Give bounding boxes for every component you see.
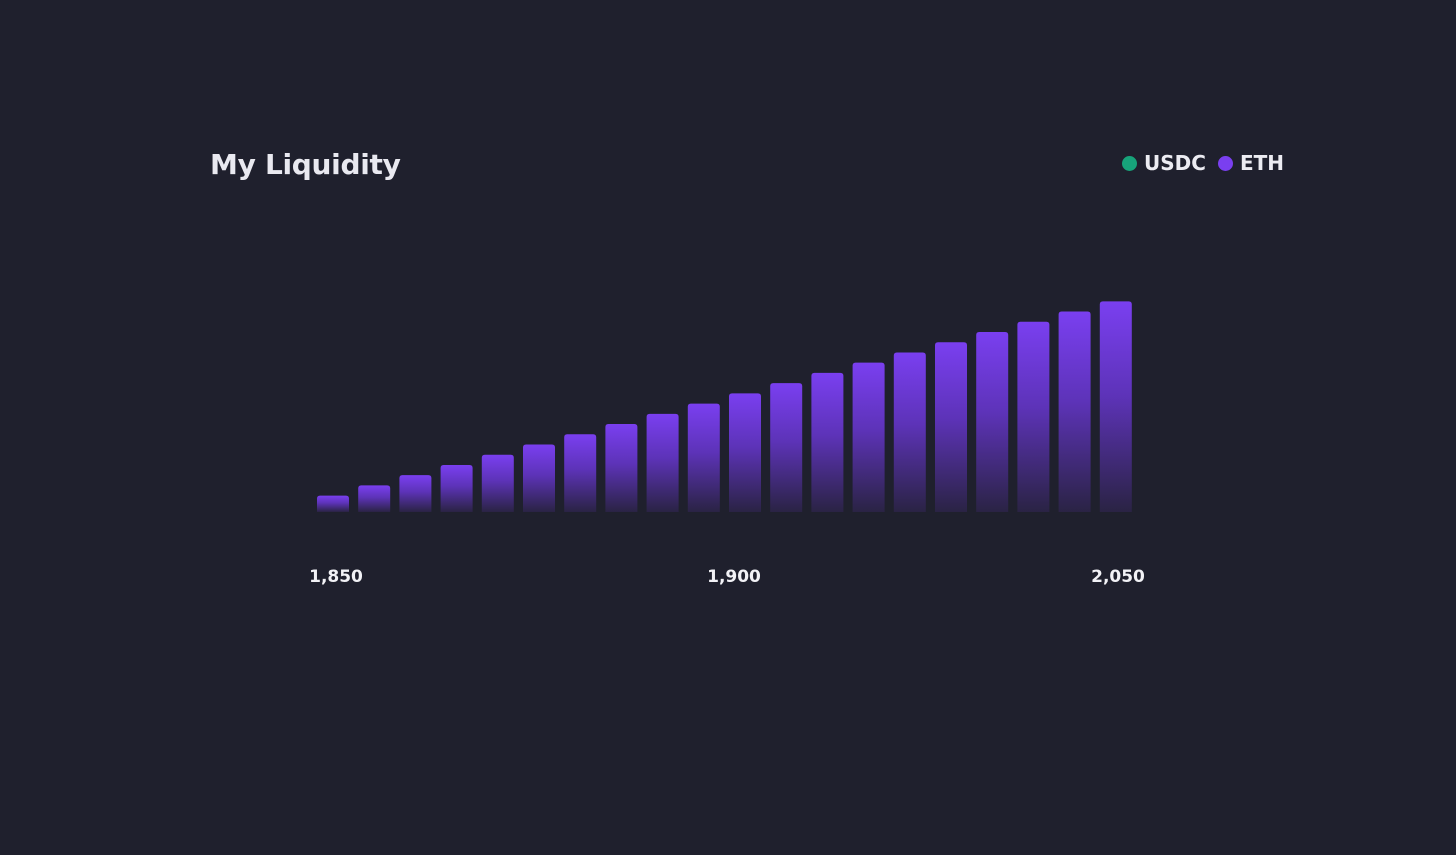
x-tick-label: 1,900: [707, 567, 761, 587]
eth-bar[interactable]: [358, 485, 391, 512]
usdc-dot-icon: [1122, 155, 1138, 171]
eth-bar[interactable]: [605, 424, 638, 512]
eth-bar[interactable]: [976, 332, 1009, 512]
eth-bar[interactable]: [935, 342, 967, 512]
x-axis-ticks: 1,850 1,900 2,050: [309, 567, 1145, 587]
eth-bar[interactable]: [564, 434, 597, 512]
chart-title: My Liquidity: [210, 148, 401, 181]
x-tick-label: 2,050: [1091, 567, 1145, 587]
legend-label-usdc: USDC: [1144, 151, 1206, 175]
eth-bar[interactable]: [770, 383, 803, 512]
eth-bar[interactable]: [811, 372, 844, 512]
eth-bar[interactable]: [440, 464, 473, 512]
eth-bar[interactable]: [646, 413, 679, 512]
eth-bar[interactable]: [1017, 321, 1050, 512]
eth-bar[interactable]: [893, 352, 926, 512]
eth-dot-icon: [1217, 155, 1233, 171]
x-tick-label: 1,850: [309, 567, 363, 587]
eth-bar[interactable]: [523, 444, 555, 513]
eth-bar[interactable]: [481, 454, 514, 512]
eth-bar[interactable]: [317, 495, 349, 512]
eth-bar[interactable]: [1099, 301, 1132, 512]
legend-item-eth[interactable]: ETH: [1217, 151, 1284, 175]
legend-label-eth: ETH: [1239, 151, 1284, 175]
eth-bar[interactable]: [729, 393, 761, 512]
eth-bar[interactable]: [852, 362, 885, 512]
chart-legend: USDC ETH: [1122, 151, 1284, 175]
bars-group: [317, 301, 1132, 512]
eth-bar[interactable]: [687, 403, 720, 512]
eth-bar[interactable]: [399, 475, 432, 512]
legend-item-usdc[interactable]: USDC: [1122, 151, 1206, 175]
eth-bar[interactable]: [1058, 311, 1091, 512]
